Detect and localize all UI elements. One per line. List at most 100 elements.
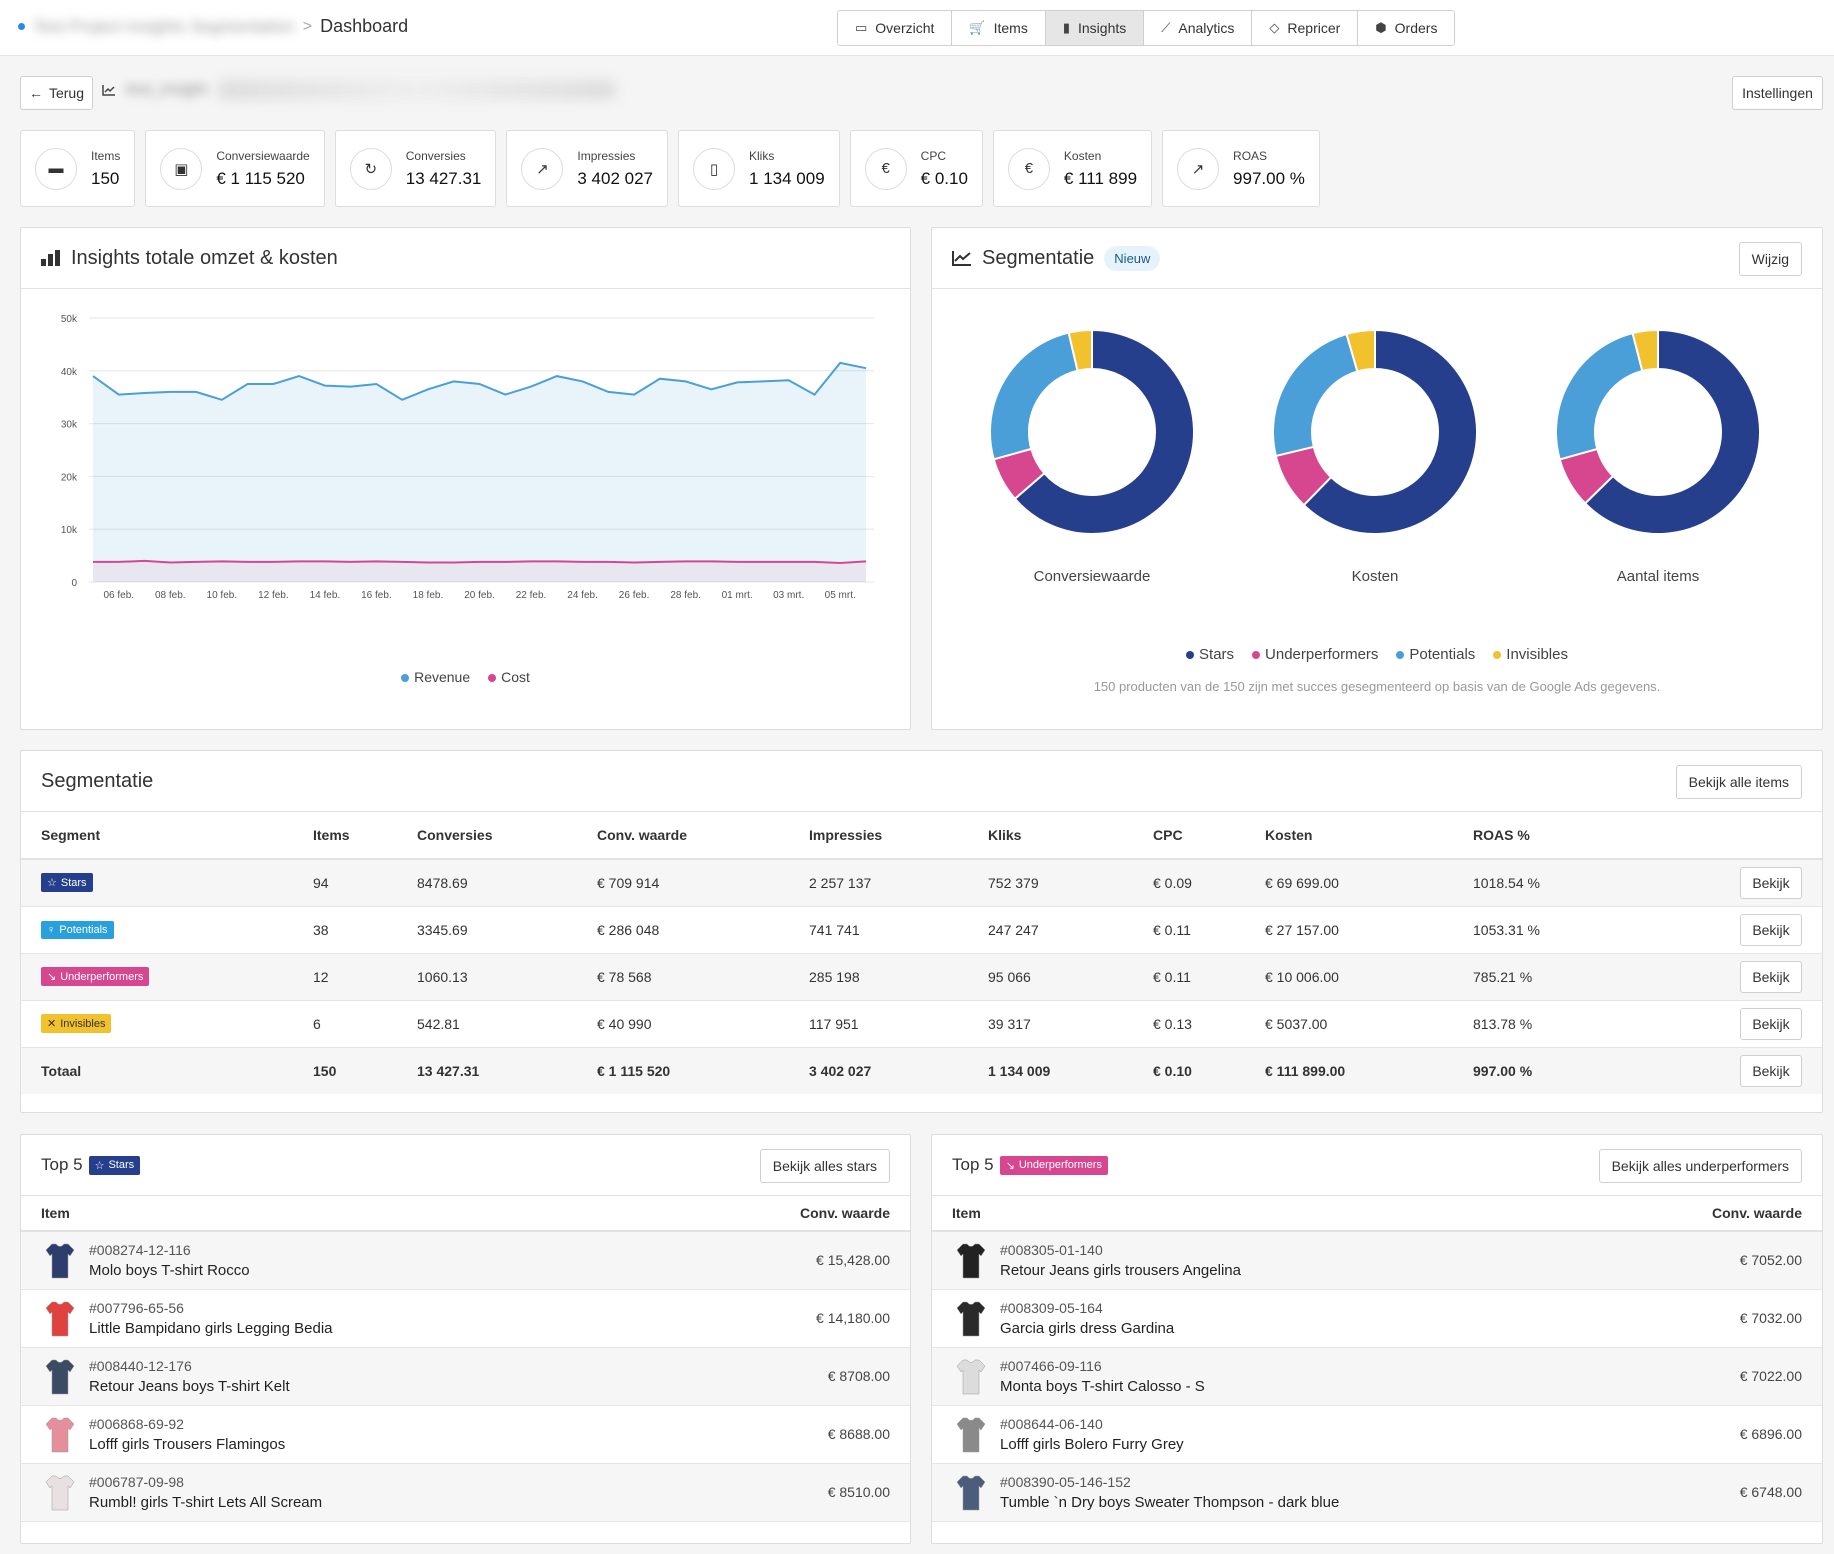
top5-stars-header: Top 5 ☆ Stars Bekijk alles stars bbox=[21, 1135, 910, 1196]
item-value: € 7052.00 bbox=[1614, 1231, 1822, 1290]
item-value: € 8688.00 bbox=[659, 1405, 910, 1464]
donut-aantal-items bbox=[1555, 328, 1761, 535]
edit-button[interactable]: Wijzig bbox=[1738, 242, 1802, 276]
view-segment-button[interactable]: Bekijk bbox=[1740, 913, 1802, 946]
line-chart-icon: ↗ bbox=[1177, 147, 1220, 190]
kpi-kliks: ▯ Kliks 1 134 009 bbox=[678, 130, 840, 207]
legend-item-revenue[interactable]: Revenue bbox=[401, 669, 470, 685]
legend-item-underperformers[interactable]: Underperformers bbox=[1252, 646, 1378, 663]
list-item[interactable]: #007796-65-56 Little Bampidano girls Legg… bbox=[21, 1289, 910, 1348]
series-area-cost bbox=[93, 560, 866, 582]
kpi-conversiewaarde: ▣ Conversiewaarde € 1 115 520 bbox=[145, 130, 325, 207]
item-text: #008274-12-116 Molo boys T-shirt Rocco bbox=[89, 1242, 250, 1279]
slice-potentials[interactable] bbox=[1272, 332, 1359, 458]
legend-item-stars[interactable]: Stars bbox=[1186, 646, 1234, 663]
kpi-value: € 0.10 bbox=[920, 168, 968, 188]
money-icon: ▣ bbox=[160, 147, 203, 190]
tab-repricer[interactable]: ◇ Repricer bbox=[1252, 11, 1359, 45]
cell-kosten: € 10 006.00 bbox=[1245, 953, 1453, 1001]
cell-cpc: € 0.10 bbox=[1133, 1047, 1245, 1094]
breadcrumb-current: Dashboard bbox=[320, 16, 409, 36]
back-button-label: Terug bbox=[48, 85, 85, 101]
cell-conversies: 13 427.31 bbox=[397, 1047, 577, 1094]
x-tick-label: 14 feb. bbox=[310, 590, 341, 601]
slice-stars[interactable] bbox=[1013, 328, 1195, 535]
tab-overzicht[interactable]: ▭ Overzicht bbox=[838, 11, 953, 45]
list-item[interactable]: #008305-01-140 Retour Jeans girls trouser… bbox=[932, 1231, 1822, 1290]
donut-legend: Stars Underperformers Potentials Invisibles bbox=[932, 646, 1822, 663]
cell-roas: 1018.54 % bbox=[1453, 859, 1643, 907]
x-tick-label: 16 feb. bbox=[361, 590, 392, 601]
legend-label: Invisibles bbox=[1506, 646, 1568, 663]
kpi-roas: ↗ ROAS 997.00 % bbox=[1162, 130, 1320, 207]
product-thumbnail bbox=[952, 1297, 990, 1339]
slice-invisibles[interactable] bbox=[1631, 328, 1659, 373]
view-total-button[interactable]: Bekijk bbox=[1740, 1054, 1802, 1087]
list-item[interactable]: #008309-05-164 Garcia girls dress Gardina… bbox=[932, 1289, 1822, 1348]
legend-dot bbox=[1252, 651, 1261, 659]
segment-label: Underperformers bbox=[60, 970, 144, 983]
back-button[interactable]: ← Terug bbox=[20, 76, 93, 110]
tab-analytics[interactable]: ⟋ Analytics bbox=[1144, 11, 1253, 45]
cell-conv_waarde: € 709 914 bbox=[577, 859, 789, 907]
slice-invisibles[interactable] bbox=[1345, 328, 1376, 373]
cell-items: 38 bbox=[293, 906, 397, 954]
view-segment-button[interactable]: Bekijk bbox=[1740, 1007, 1802, 1040]
list-item[interactable]: #008440-12-176 Retour Jeans boys T-shirt … bbox=[21, 1347, 910, 1406]
x-tick-label: 01 mrt. bbox=[722, 590, 753, 601]
tab-label: Items bbox=[993, 20, 1028, 36]
kpi-value: 3 402 027 bbox=[577, 168, 654, 188]
legend-item-cost[interactable]: Cost bbox=[488, 669, 530, 685]
tab-orders[interactable]: ⬢ Orders bbox=[1358, 11, 1455, 45]
slice-stars[interactable] bbox=[1302, 328, 1478, 535]
view-segment-button[interactable]: Bekijk bbox=[1740, 960, 1802, 993]
item-value: € 6896.00 bbox=[1614, 1405, 1822, 1464]
col-header: CPC bbox=[1133, 812, 1245, 860]
cell-conv_waarde: € 286 048 bbox=[577, 906, 789, 954]
view-all-underperformers-button[interactable]: Bekijk alles underperformers bbox=[1598, 1149, 1802, 1183]
view-all-stars-button[interactable]: Bekijk alles stars bbox=[759, 1149, 890, 1183]
kpi-text: Conversies 13 427.31 bbox=[406, 149, 482, 189]
slice-potentials[interactable] bbox=[989, 331, 1079, 461]
product-thumbnail bbox=[952, 1471, 990, 1513]
item-name: Garcia girls dress Gardina bbox=[1000, 1319, 1175, 1337]
col-item: Item bbox=[932, 1196, 1615, 1232]
list-item[interactable]: #008274-12-116 Molo boys T-shirt Rocco € 1… bbox=[21, 1231, 910, 1290]
slice-stars[interactable] bbox=[1583, 328, 1761, 535]
breadcrumb-separator: > bbox=[302, 17, 313, 35]
action-cell: Bekijk bbox=[1643, 906, 1822, 954]
legend-item-potentials[interactable]: Potentials bbox=[1396, 646, 1475, 663]
list-item[interactable]: #008644-06-140 Lofff girls Bolero Furry G… bbox=[932, 1405, 1822, 1464]
slice-invisibles[interactable] bbox=[1067, 328, 1093, 372]
legend-item-invisibles[interactable]: Invisibles bbox=[1493, 646, 1568, 663]
item-text: #007796-65-56 Little Bampidano girls Legg… bbox=[89, 1300, 333, 1337]
action-cell: Bekijk bbox=[1643, 1000, 1822, 1048]
settings-button[interactable]: Instellingen bbox=[1732, 76, 1823, 110]
cell-cpc: € 0.13 bbox=[1133, 1000, 1245, 1048]
view-all-items-button[interactable]: Bekijk alle items bbox=[1675, 765, 1802, 799]
view-segment-button[interactable]: Bekijk bbox=[1740, 866, 1802, 899]
segment-table-header: Segmentatie Bekijk alle items bbox=[21, 751, 1822, 812]
cell-kliks: 95 066 bbox=[968, 953, 1133, 1001]
tab-label: Repricer bbox=[1287, 20, 1341, 36]
tab-insights[interactable]: ▮ Insights bbox=[1045, 11, 1145, 45]
box-icon: ⬢ bbox=[1375, 20, 1387, 35]
segment-tag: ☆ Stars bbox=[41, 873, 93, 893]
breadcrumb-project[interactable]: Test Project Insights Segmentation bbox=[33, 16, 295, 36]
list-item[interactable]: #007466-09-116 Monta boys T-shirt Calosso… bbox=[932, 1347, 1822, 1406]
item-info: #008274-12-116 Molo boys T-shirt Rocco bbox=[41, 1239, 640, 1281]
line-chart-icon bbox=[952, 251, 971, 266]
list-item[interactable]: #008390-05-146-152 Tumble `n Dry boys Swe… bbox=[932, 1463, 1822, 1522]
slice-potentials[interactable] bbox=[1555, 331, 1644, 461]
list-item[interactable]: #006868-69-92 Lofff girls Trousers Flamin… bbox=[21, 1405, 910, 1464]
kpi-conversies: ↻ Conversies 13 427.31 bbox=[334, 130, 497, 207]
tab-items[interactable]: 🛒 Items bbox=[952, 11, 1046, 45]
list-item[interactable]: #006787-09-98 Rumbl! girls T-shirt Lets A… bbox=[21, 1463, 910, 1522]
kpi-cpc: € CPC € 0.10 bbox=[849, 130, 983, 207]
segmentation-table: Segment Items Conversies Conv. waarde Impres… bbox=[21, 812, 1822, 1094]
legend-dot bbox=[401, 674, 410, 682]
segment-cell: ☆ Stars bbox=[21, 859, 293, 907]
segment-icon: ↘ bbox=[47, 971, 57, 983]
x-tick-label: 26 feb. bbox=[619, 590, 650, 601]
tab-label: Overzicht bbox=[875, 20, 935, 36]
